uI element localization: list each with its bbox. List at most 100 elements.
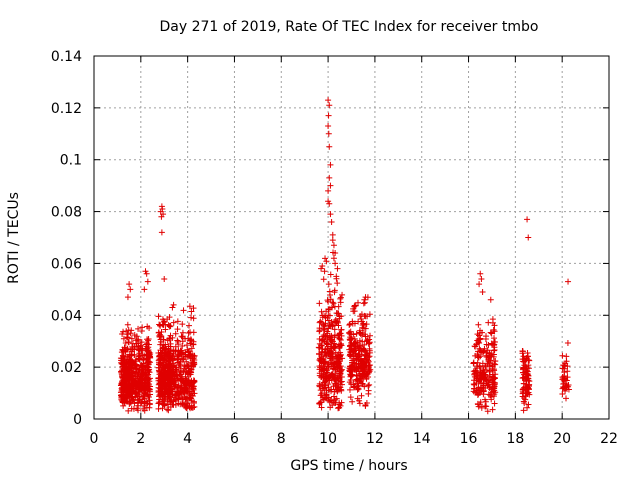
data-point (162, 346, 169, 353)
data-point (330, 356, 337, 363)
data-point (336, 399, 343, 406)
data-point (562, 388, 569, 395)
data-point (141, 286, 148, 293)
data-point (123, 328, 130, 335)
data-point (473, 380, 480, 387)
data-point (484, 347, 491, 354)
data-point (166, 323, 173, 330)
data-point (359, 367, 366, 374)
data-point (135, 370, 142, 377)
data-point (325, 374, 332, 381)
data-point (362, 333, 369, 340)
data-point (182, 403, 189, 410)
data-point (155, 357, 162, 364)
data-point (135, 407, 142, 414)
data-point (488, 396, 495, 403)
data-point (159, 321, 166, 328)
data-point (140, 356, 147, 363)
data-point (190, 377, 197, 384)
data-point (124, 321, 131, 328)
data-point (136, 375, 143, 382)
y-axis-tick-labels: 0 0.02 0.04 0.06 0.08 0.1 0.12 0.14 (51, 49, 82, 428)
data-point (126, 382, 133, 389)
data-point (322, 333, 329, 340)
data-point (472, 367, 479, 374)
data-point (321, 382, 328, 389)
data-point (354, 395, 361, 402)
data-point (358, 392, 365, 399)
data-point (332, 260, 339, 267)
data-point (482, 403, 489, 410)
data-point (120, 335, 127, 342)
data-point (520, 407, 527, 414)
grid-lines (94, 56, 609, 419)
data-point (333, 354, 340, 361)
y-tick-label: 0 (73, 412, 82, 428)
data-point (346, 386, 353, 393)
data-point (524, 404, 531, 411)
data-point (141, 387, 148, 394)
data-point (487, 296, 494, 303)
data-point (329, 299, 336, 306)
data-point (331, 388, 338, 395)
data-point (174, 326, 181, 333)
data-point (521, 400, 528, 407)
data-point (334, 364, 341, 371)
data-point (119, 330, 126, 337)
data-point (155, 313, 162, 320)
data-point (472, 343, 479, 350)
data-point (334, 265, 341, 272)
data-point (185, 349, 192, 356)
data-point (165, 393, 172, 400)
data-point (137, 400, 144, 407)
data-point (351, 302, 358, 309)
data-point (155, 364, 162, 371)
data-point (524, 390, 531, 397)
data-point (352, 350, 359, 357)
data-point (190, 341, 197, 348)
data-point (160, 336, 167, 343)
data-point (485, 342, 492, 349)
data-point (362, 402, 369, 409)
data-point (121, 393, 128, 400)
data-point (142, 369, 149, 376)
data-point (337, 294, 344, 301)
data-point (190, 329, 197, 336)
data-point (491, 322, 498, 329)
data-point (130, 388, 137, 395)
data-point (325, 363, 332, 370)
data-point (171, 362, 178, 369)
data-point (318, 404, 325, 411)
data-point (487, 329, 494, 336)
data-point (365, 354, 372, 361)
data-point (176, 361, 183, 368)
data-point (357, 343, 364, 350)
x-tick-label: 14 (413, 431, 431, 447)
data-point (118, 382, 125, 389)
data-point (347, 394, 354, 401)
data-point (524, 353, 531, 360)
data-point (333, 395, 340, 402)
x-axis-tick-labels: 0 2 4 6 8 10 12 14 16 18 20 22 (90, 431, 618, 447)
data-point (135, 355, 142, 362)
data-point (365, 387, 372, 394)
data-point (331, 326, 338, 333)
data-point (328, 218, 335, 225)
data-point (325, 381, 332, 388)
data-point (361, 360, 368, 367)
data-point (316, 300, 323, 307)
data-point (326, 347, 333, 354)
data-point (361, 296, 368, 303)
data-point (131, 346, 138, 353)
data-point (125, 407, 132, 414)
data-point (179, 342, 186, 349)
data-point (142, 361, 149, 368)
data-point (175, 341, 182, 348)
data-point (476, 281, 483, 288)
data-point (133, 361, 140, 368)
data-point (484, 382, 491, 389)
data-point (337, 371, 344, 378)
data-point (163, 351, 170, 358)
data-point (322, 314, 329, 321)
data-point (332, 380, 339, 387)
